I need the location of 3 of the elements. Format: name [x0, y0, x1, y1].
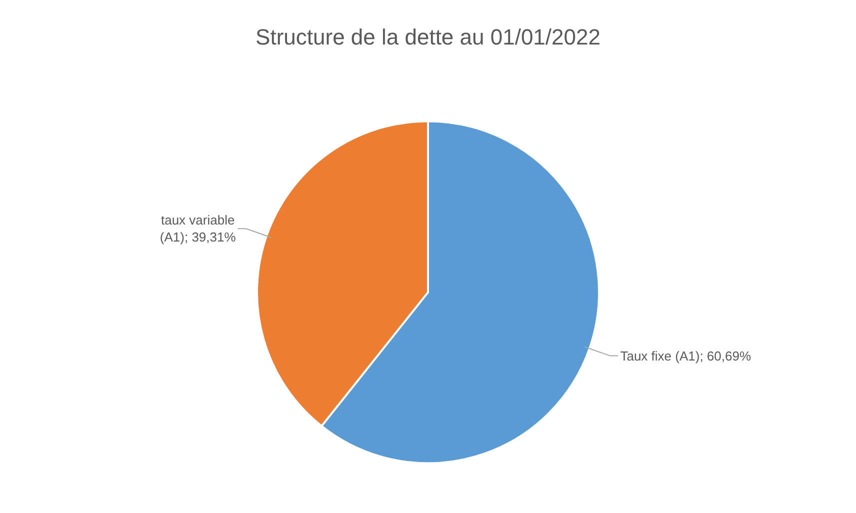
chart-title: Structure de la dette au 01/01/2022	[256, 24, 600, 50]
slice-label: Taux fixe (A1); 60,69%	[620, 348, 752, 364]
slice-label: taux variable (A1); 39,31%	[160, 212, 236, 245]
